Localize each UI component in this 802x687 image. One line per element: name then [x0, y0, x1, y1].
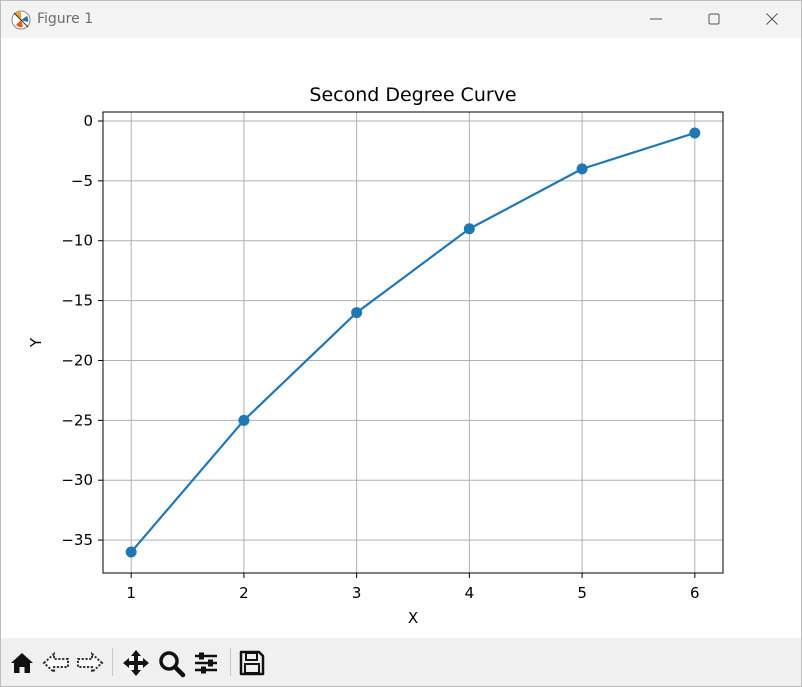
y-tick-label: −5	[71, 172, 93, 190]
data-point	[125, 546, 137, 558]
save-icon	[239, 650, 265, 676]
x-tick-label: 2	[239, 584, 249, 602]
minimize-icon	[650, 18, 662, 20]
y-tick-label: −15	[61, 292, 93, 310]
x-axis-label: X	[408, 609, 418, 627]
series-layer	[125, 127, 701, 558]
minimize-button[interactable]	[627, 1, 685, 38]
x-tick-label: 6	[690, 584, 700, 602]
data-point	[238, 414, 250, 426]
chart-title: Second Degree Curve	[309, 84, 516, 106]
y-tick-label: −25	[61, 411, 93, 429]
toolbar-separator	[230, 648, 231, 676]
y-tick-label: 0	[83, 112, 93, 130]
x-tick-label: 3	[352, 584, 362, 602]
data-point	[576, 163, 588, 175]
window-title: Figure 1	[37, 11, 94, 27]
forward-button[interactable]	[75, 648, 105, 678]
x-tick-label: 1	[126, 584, 136, 602]
y-tick-label: −20	[61, 351, 93, 369]
data-point	[689, 127, 701, 139]
configure-subplots-icon	[195, 652, 217, 674]
matplotlib-icon	[11, 10, 31, 30]
x-tick-label: 5	[577, 584, 587, 602]
close-button[interactable]	[743, 1, 801, 38]
back-arrow-icon	[42, 651, 69, 675]
pan-button[interactable]	[121, 648, 151, 678]
chart: 1 2 3 4 5 6 0 −5 −10 −15 −20 −25 −30 −35 Second Degre…	[1, 38, 801, 638]
y-tick-label: −10	[61, 232, 93, 250]
data-point	[463, 223, 475, 235]
y-tick-label: −30	[61, 471, 93, 489]
zoom-icon	[159, 651, 186, 678]
back-button[interactable]	[41, 648, 71, 678]
grid-lines	[103, 112, 723, 573]
save-button[interactable]	[237, 648, 267, 678]
data-point	[351, 307, 363, 319]
y-axis-label: Y	[27, 337, 45, 348]
close-icon	[766, 13, 778, 25]
series-line	[130, 131, 696, 553]
home-button[interactable]	[7, 648, 37, 678]
maximize-button[interactable]	[685, 1, 743, 38]
maximize-icon	[708, 13, 720, 25]
figure-canvas[interactable]: 1 2 3 4 5 6 0 −5 −10 −15 −20 −25 −30 −35 Second Degre…	[1, 38, 801, 638]
forward-arrow-icon	[77, 651, 104, 675]
tick-layer: 1 2 3 4 5 6 0 −5 −10 −15 −20 −25 −30 −35	[61, 112, 699, 602]
pan-icon	[123, 650, 149, 676]
y-tick-label: −35	[61, 531, 93, 549]
toolbar-separator	[112, 648, 113, 676]
x-tick-label: 4	[465, 584, 475, 602]
axes-frame	[102, 111, 724, 574]
home-icon	[11, 653, 33, 673]
zoom-button[interactable]	[156, 648, 186, 678]
navigation-toolbar	[1, 638, 801, 686]
configure-subplots-button[interactable]	[191, 648, 221, 678]
title-bar[interactable]: Figure 1	[1, 1, 801, 38]
